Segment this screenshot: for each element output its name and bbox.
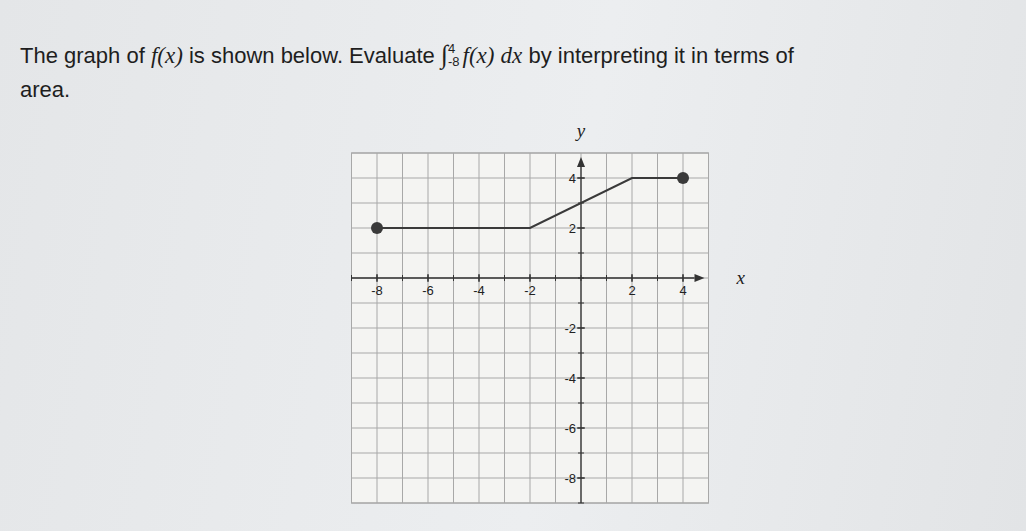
upper-limit: 4 xyxy=(448,42,460,55)
math: f(x) xyxy=(151,43,183,68)
x-tick xyxy=(478,274,479,282)
minor-tick xyxy=(578,478,584,479)
minor-tick xyxy=(657,275,658,281)
grid-line-y xyxy=(352,428,709,429)
y-tick-label: -6 xyxy=(564,421,576,436)
minor-tick xyxy=(402,275,403,281)
y-tick xyxy=(577,377,585,378)
limits: 4-8 xyxy=(448,42,460,68)
minor-tick xyxy=(578,403,584,404)
x-tick xyxy=(427,274,428,282)
minor-tick xyxy=(578,428,584,429)
y-tick xyxy=(577,327,585,328)
grid xyxy=(352,153,709,503)
question: The graph of f(x) is shown below. Evalua… xyxy=(20,38,794,107)
minor-tick xyxy=(632,275,633,281)
x-tick-label: -4 xyxy=(473,283,485,298)
grid-line-y xyxy=(352,253,709,254)
y-tick-label: -2 xyxy=(564,321,576,336)
y-tick xyxy=(577,177,585,178)
minor-tick xyxy=(428,275,429,281)
minor-tick xyxy=(453,275,454,281)
minor-tick xyxy=(578,353,584,354)
endpoint xyxy=(677,172,689,184)
y-tick xyxy=(577,477,585,478)
text: The graph of xyxy=(20,43,145,68)
y-tick-label: 4 xyxy=(569,171,576,186)
y-tick-label: -4 xyxy=(564,371,576,386)
y-tick xyxy=(577,427,585,428)
minor-tick xyxy=(578,503,584,504)
minor-tick xyxy=(578,378,584,379)
y-tick xyxy=(577,227,585,228)
grid-line-y xyxy=(352,453,709,454)
grid-line-y xyxy=(352,503,709,504)
grid-line-y xyxy=(352,353,709,354)
math: f(x) xyxy=(463,43,495,68)
minor-tick xyxy=(578,228,584,229)
math: dx xyxy=(501,43,523,68)
minor-tick xyxy=(377,275,378,281)
x-tick xyxy=(529,274,530,282)
minor-tick xyxy=(606,275,607,281)
minor-tick xyxy=(683,275,684,281)
x-tick xyxy=(376,274,377,282)
grid-line-y xyxy=(352,403,709,404)
integral-sign: ∫ xyxy=(441,40,448,69)
x-axis-label: x xyxy=(736,267,746,288)
data xyxy=(371,172,689,234)
axes xyxy=(352,157,705,503)
minor-tick xyxy=(555,275,556,281)
chart: -8-6-4-224-8-6-4-224xy xyxy=(0,0,1026,531)
text: is shown below. Evaluate xyxy=(189,43,435,68)
y-axis-label: y xyxy=(575,120,586,141)
grid-line-y xyxy=(352,153,709,154)
x-tick xyxy=(682,274,683,282)
x-tick-label: 2 xyxy=(628,283,635,298)
lower-limit: -8 xyxy=(448,55,460,68)
grid-line-y xyxy=(352,378,709,379)
minor-tick xyxy=(578,253,584,254)
x-arrow xyxy=(695,274,705,282)
line xyxy=(377,178,683,228)
minor-tick xyxy=(504,275,505,281)
x-tick-label: -6 xyxy=(422,283,434,298)
grid-line-y xyxy=(352,303,709,304)
x-tick-label: -8 xyxy=(371,283,383,298)
grid-line-y xyxy=(352,328,709,329)
y-arrow xyxy=(577,157,585,167)
plot-area xyxy=(352,153,709,503)
y-tick-label: -8 xyxy=(564,471,576,486)
minor-tick xyxy=(578,328,584,329)
y-tick-label: 2 xyxy=(569,221,576,236)
minor-tick xyxy=(578,303,584,304)
minor-tick xyxy=(578,453,584,454)
x-tick-label: 4 xyxy=(679,283,686,298)
minor-tick xyxy=(578,278,584,279)
x-tick-label: -2 xyxy=(524,283,536,298)
text: by interpreting it in terms of xyxy=(528,43,793,68)
grid-line-y xyxy=(352,203,709,204)
minor-tick xyxy=(530,275,531,281)
minor-tick xyxy=(578,178,584,179)
x-tick xyxy=(631,274,632,282)
grid-line-y xyxy=(352,478,709,479)
minor-tick xyxy=(351,275,352,281)
endpoint xyxy=(371,222,383,234)
minor-tick xyxy=(479,275,480,281)
text: area. xyxy=(20,77,70,102)
